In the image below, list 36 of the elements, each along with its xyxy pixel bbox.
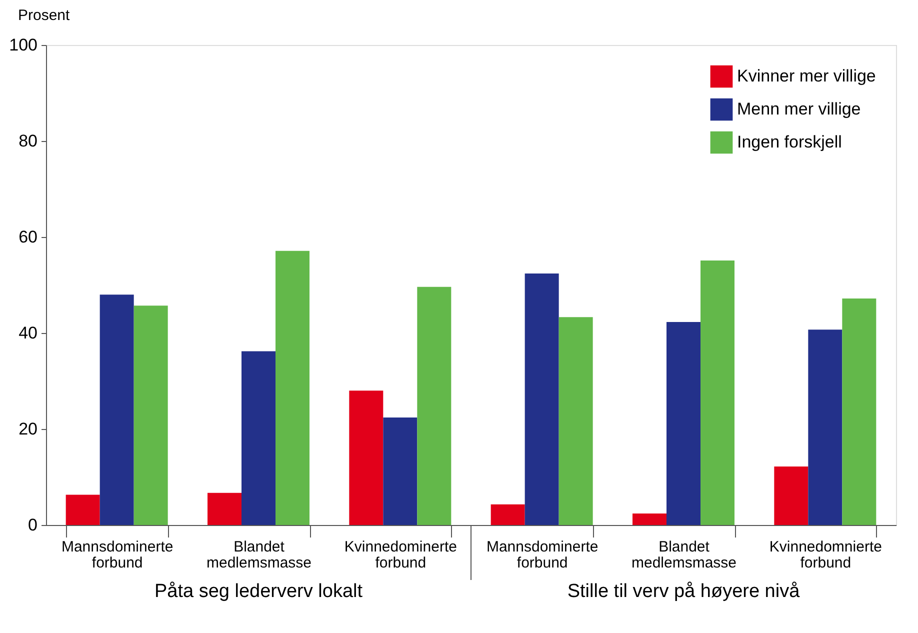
bar xyxy=(558,317,593,525)
x-tick-label: Mannsdominerte forbund xyxy=(61,538,174,572)
legend-label: Menn mer villige xyxy=(737,100,861,118)
bar xyxy=(842,298,876,525)
bar xyxy=(808,330,842,525)
bar xyxy=(524,273,559,525)
bar xyxy=(66,494,100,525)
bar xyxy=(276,250,310,525)
x-tick-label: Kvinnedomnierte forbund xyxy=(769,538,882,572)
y-tick-label: 80 xyxy=(18,132,38,150)
legend-label: Ingen forskjell xyxy=(737,132,842,152)
bar xyxy=(632,513,666,525)
bar xyxy=(242,351,276,525)
bar xyxy=(417,286,452,525)
bar xyxy=(774,466,808,525)
x-tick-label: Blandet medlemsmasse xyxy=(206,538,312,572)
bar xyxy=(700,260,734,525)
y-tick-label: 60 xyxy=(18,228,38,246)
bar xyxy=(383,417,418,525)
bar xyxy=(208,492,242,525)
bar xyxy=(134,306,168,525)
y-tick-label: 100 xyxy=(9,36,38,54)
y-axis-title: Prosent xyxy=(18,7,71,24)
x-tick-label: Mannsdominerte forbund xyxy=(486,538,598,572)
x-tick-label: Kvinnedominerte forbund xyxy=(344,538,457,572)
text: Påta seg lederverv lokalt xyxy=(154,581,364,602)
bar xyxy=(100,294,134,525)
y-tick-label: 40 xyxy=(18,324,38,342)
bar xyxy=(349,390,384,525)
y-tick-label: 0 xyxy=(28,516,38,534)
text: Stille til verv på høyere nivå xyxy=(567,581,800,602)
bar xyxy=(666,322,700,525)
bar xyxy=(490,504,525,525)
y-tick-label: 20 xyxy=(18,420,38,438)
x-tick-label: Blandet medlemsmasse xyxy=(631,538,737,572)
legend-label: Kvinner mer villige xyxy=(737,66,876,86)
